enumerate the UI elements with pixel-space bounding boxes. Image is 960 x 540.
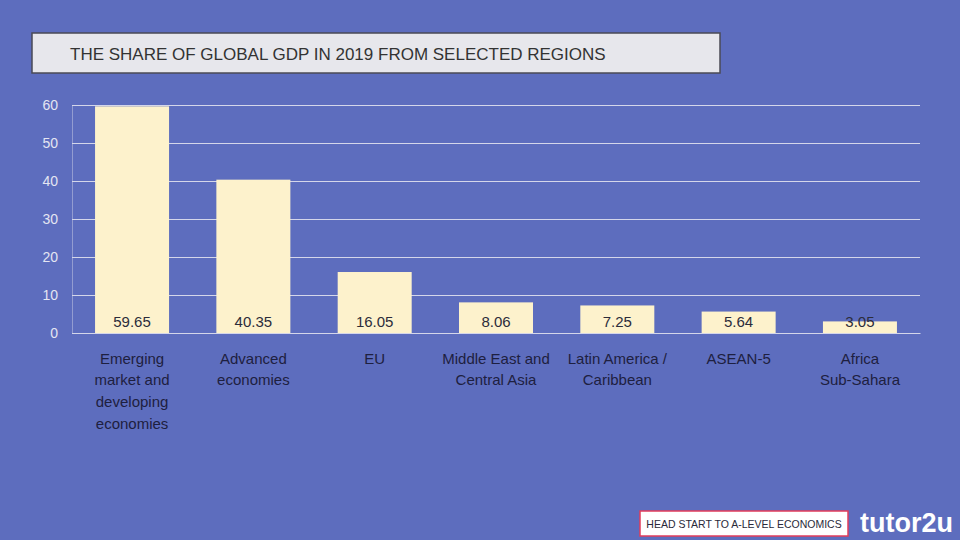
data-label: 16.05 (356, 313, 394, 330)
grid-line (72, 105, 920, 106)
x-tick: EU (364, 350, 385, 367)
y-tick-label: 50 (42, 135, 58, 151)
bars (95, 106, 897, 333)
x-tick: Middle East andCentral Asia (442, 350, 550, 389)
x-tick-label: Middle East andCentral Asia (442, 350, 550, 389)
bar (459, 302, 533, 333)
x-tick-label: Emergingmarket anddevelopingeconomies (95, 350, 170, 432)
footer: HEAD START TO A-LEVEL ECONOMICS tutor2u (640, 508, 953, 538)
y-axis-line (73, 106, 921, 334)
y-tick: 60 (42, 97, 920, 113)
x-axis: Emergingmarket anddevelopingeconomies Adv… (73, 334, 921, 432)
y-tick-label: 60 (42, 97, 58, 113)
background (0, 0, 960, 540)
title: THE SHARE OF GLOBAL GDP IN 2019 FROM SEL… (70, 45, 606, 64)
data-label: 8.06 (481, 313, 510, 330)
x-tick-label: Latin America /Caribbean (568, 350, 668, 389)
x-axis-line (73, 333, 921, 334)
bar (216, 180, 290, 333)
x-tick-label: ASEAN-5 (707, 350, 771, 367)
x-tick-label: Advancedeconomies (217, 350, 290, 389)
grid-line (72, 181, 920, 182)
y-tick-label: 30 (42, 211, 58, 227)
x-tick-label: EU (364, 350, 385, 367)
grid-line (72, 295, 920, 296)
title-box (32, 33, 720, 73)
x-tick: Advancedeconomies (217, 350, 290, 389)
data-label: 59.65 (113, 313, 151, 330)
bar (702, 312, 776, 333)
x-tick-label: AfricaSub-Sahara (820, 350, 901, 389)
bar (338, 272, 412, 333)
x-tick: Latin America /Caribbean (568, 350, 668, 389)
grid-line (72, 143, 920, 144)
x-tick: AfricaSub-Sahara (820, 350, 901, 389)
grid-line (72, 257, 920, 258)
y-tick: 40 (42, 173, 920, 189)
bar (580, 305, 654, 333)
grid-line (72, 219, 920, 220)
data-label: 40.35 (235, 313, 273, 330)
y-tick: 20 (42, 249, 920, 265)
data-label: 3.05 (845, 313, 874, 330)
y-tick-label: 20 (42, 249, 58, 265)
grid-line (72, 333, 920, 334)
chart: THE SHARE OF GLOBAL GDP IN 2019 FROM SEL… (0, 0, 960, 540)
footer-box (640, 511, 848, 536)
bar (95, 106, 169, 333)
y-tick: 50 (42, 135, 920, 151)
y-tick: 30 (42, 211, 920, 227)
y-axis: 0 10 20 30 40 50 60 (42, 97, 920, 341)
brand: tutor2u (860, 508, 953, 538)
x-tick: Emergingmarket anddevelopingeconomies (95, 350, 170, 432)
y-tick-label: 0 (50, 325, 58, 341)
y-tick-label: 10 (42, 287, 58, 303)
x-tick: ASEAN-5 (707, 350, 771, 367)
y-tick: 10 (42, 287, 920, 303)
footer-tag: HEAD START TO A-LEVEL ECONOMICS (646, 518, 841, 530)
data-labels: 59.65 40.35 16.05 8.06 7.25 5.64 3.05 (113, 313, 874, 330)
data-label: 5.64 (724, 313, 753, 330)
y-tick-label: 40 (42, 173, 58, 189)
data-label: 7.25 (603, 313, 632, 330)
